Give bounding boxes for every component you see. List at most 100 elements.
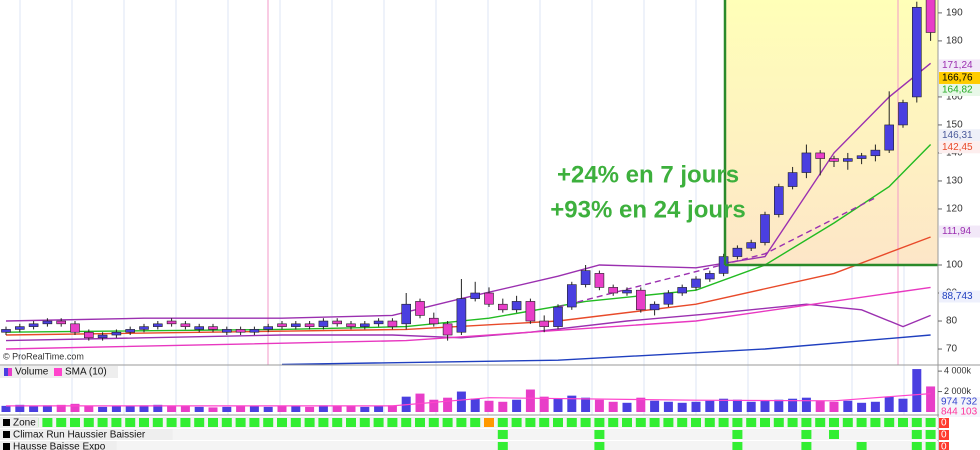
indicator-cell [842,418,853,427]
volume-bar [815,400,825,412]
indicator-label-bg [0,429,173,440]
candle-body [277,323,287,327]
candle-body [84,331,94,339]
indicator-row [0,429,938,440]
volume-bar [318,405,328,412]
candle-body [125,329,135,333]
indicator-cell [442,418,453,427]
candle-body [815,152,826,159]
indicator-cell [152,418,163,427]
indicator-cell [718,418,729,427]
indicator-cell [594,418,605,427]
volume-bar [622,402,632,412]
candle-body [111,331,122,336]
y-tick-label: 120 [946,204,963,215]
indicator-cell [580,418,591,427]
indicator-cell [911,430,922,439]
volume-bar [801,397,811,412]
candle-body [773,186,784,215]
volume-bar [70,403,80,412]
indicator-cell [194,418,205,427]
volume-bar [374,405,384,412]
candle-body [56,320,67,325]
price-tag [939,59,980,72]
indicator-cell [359,418,370,427]
volume-tick-label: 2 000k [944,386,972,396]
indicator-cell [525,418,536,427]
volume-bar [470,398,480,412]
indicator-cell [373,418,384,427]
indicator-cell [732,418,743,427]
y-tick-label: 150 [946,120,963,131]
candle-body [497,303,508,311]
volume-tag-label: 844 103 [941,407,978,418]
volume-bar [732,399,742,412]
volume-sma [6,393,931,407]
indicator-cell [180,418,191,427]
candle-body [208,326,218,330]
volume-bar [650,400,660,412]
candle-body [235,329,246,333]
price-tag-label: 88,743 [942,291,973,302]
indicator-cell [911,418,922,427]
indicator-cell [111,418,122,427]
indicator-cell [566,418,577,427]
volume-bar [663,401,673,412]
volume-bar [884,396,894,412]
candle-body [373,320,384,325]
candle-body [97,334,108,339]
volume-bar [774,399,784,412]
indicator-cell [925,430,936,439]
volume-bar [42,405,52,412]
candle-body [222,329,232,333]
candle-body [760,214,770,243]
y-tick-label: 180 [946,36,963,47]
y-tick-label: 160 [946,92,963,103]
indicator-cell [801,442,812,450]
volume-bar [305,406,315,412]
indicator-cell [829,430,839,439]
volume-bar [498,401,508,412]
indicator-cell [235,418,246,427]
volume-bar [360,406,370,412]
volume-bar [139,405,149,412]
indicator-cell [815,418,826,427]
candle-body [359,323,370,327]
candle-body [28,323,39,327]
candle-body [829,158,839,162]
volume-bar [760,400,770,412]
indicator-cell [166,418,177,427]
volume-bar [705,400,715,412]
indicator-label: Zone [13,418,36,429]
indicator-cell [208,418,218,427]
candle-body [304,323,315,327]
indicator-cell [249,418,260,427]
volume-bar [443,397,453,412]
candle-body [318,320,329,327]
volume-bar [98,406,108,412]
volume-tag [939,407,980,418]
candle-body [456,298,467,333]
indicator-cell [677,418,688,427]
indicator-cell [511,418,522,427]
indicator-cell [277,418,287,427]
price-tag [939,141,980,154]
volume-bar [194,406,204,412]
indicator-value-bg [939,442,949,450]
right-axis: 708090100120130140150160180190171,24166,… [938,8,980,450]
price-panel [1,0,936,365]
indicator-cell [470,418,481,427]
y-tick-label: 100 [946,260,963,271]
indicator-cell [42,418,53,427]
candle-body [1,329,11,333]
indicator-value: 0 [941,430,947,441]
candle-body [856,155,867,159]
indicator-cell [925,442,936,450]
volume-tag-label: 974 732 [941,397,978,408]
indicator-cell [97,418,108,427]
candle-body [525,301,536,322]
candle-body [566,284,577,308]
candle-body [594,273,605,288]
indicator-cell [70,418,80,427]
